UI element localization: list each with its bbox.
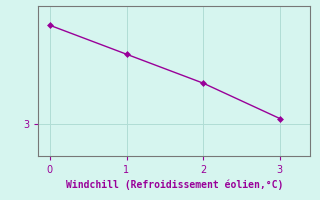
X-axis label: Windchill (Refroidissement éolien,°C): Windchill (Refroidissement éolien,°C) bbox=[66, 179, 283, 190]
